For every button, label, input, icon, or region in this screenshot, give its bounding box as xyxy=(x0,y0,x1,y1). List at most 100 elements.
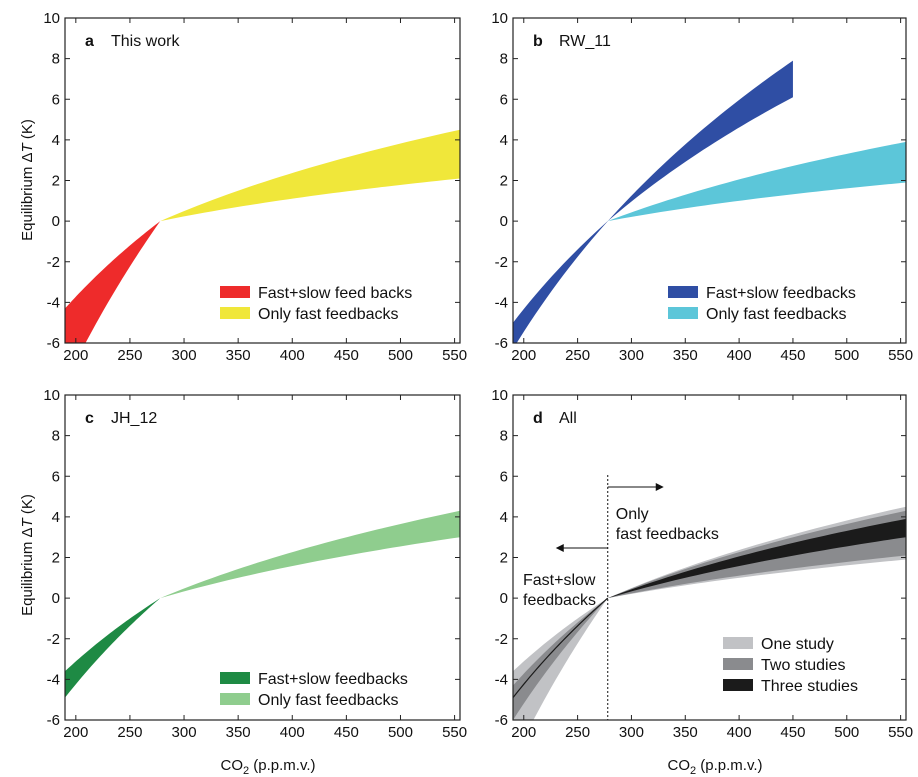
y-tick-label: 2 xyxy=(500,550,508,567)
plot-area-a xyxy=(65,129,460,343)
panel-b: 200 250 300 350 400 450 500 550 -6 -4 -2 0 2 4 6 8 10 b RW… xyxy=(491,10,913,364)
legend-swatch xyxy=(723,637,753,649)
arrow-right-head xyxy=(655,483,664,491)
arrow-left-head xyxy=(555,544,564,552)
x-tick-label: 250 xyxy=(565,347,590,364)
panel-a: 200 250 300 350 400 450 500 550 -6 -4 -2 0 2 4 6 8 10 a Th… xyxy=(43,10,467,364)
plot-area-b xyxy=(513,60,906,343)
legend-label: Three studies xyxy=(761,678,858,695)
x-tick-label: 350 xyxy=(226,724,251,741)
legend-label: Only fast feedbacks xyxy=(258,692,399,709)
x-tick-label: 550 xyxy=(442,724,467,741)
band-fast-slow xyxy=(65,598,161,698)
y-tick-label: -4 xyxy=(495,671,508,688)
x-tick-label: 450 xyxy=(334,347,359,364)
y-tick-label: 4 xyxy=(52,509,60,526)
panel-title-c: JH_12 xyxy=(111,410,157,427)
y-tick-label: -4 xyxy=(495,294,508,311)
panel-letter-b: b xyxy=(533,33,543,50)
panel-letter-d: d xyxy=(533,410,543,427)
legend-label: Fast+slow feedbacks xyxy=(258,671,408,688)
annotation-only: Only xyxy=(616,506,649,523)
x-tick-label: 250 xyxy=(565,724,590,741)
legend-label: Only fast feedbacks xyxy=(258,306,399,323)
band-only-fast xyxy=(160,129,460,222)
legend-label: Only fast feedbacks xyxy=(706,306,847,323)
y-tick-label: 8 xyxy=(52,51,60,68)
y-tick-label: -4 xyxy=(47,294,60,311)
plot-area-d xyxy=(513,506,906,720)
y-tick-label: -6 xyxy=(495,335,508,352)
y-tick-label: 8 xyxy=(500,428,508,445)
legend-swatch xyxy=(220,693,250,705)
legend-swatch xyxy=(668,307,698,319)
y-tick-label: -6 xyxy=(495,712,508,729)
y-tick-label: 6 xyxy=(52,468,60,485)
band-only-fast xyxy=(607,141,906,222)
x-tick-label: 450 xyxy=(334,724,359,741)
x-tick-label: 250 xyxy=(117,724,142,741)
x-axis-label-left: CO2 (p.p.m.v.) xyxy=(220,757,315,777)
x-tick-label: 200 xyxy=(63,724,88,741)
legend-label: Two studies xyxy=(761,657,845,674)
x-tick-label: 350 xyxy=(673,724,698,741)
legend-swatch xyxy=(220,672,250,684)
x-tick-label: 500 xyxy=(388,724,413,741)
plot-area-c xyxy=(65,510,460,698)
y-tick-label: -6 xyxy=(47,712,60,729)
x-tick-label: 200 xyxy=(63,347,88,364)
y-tick-label: 0 xyxy=(500,213,508,230)
y-axis-label-bottom: Equilibrium ΔT (K) xyxy=(19,494,36,616)
legend-swatch xyxy=(723,658,753,670)
y-tick-label: -2 xyxy=(47,631,60,648)
x-tick-label: 400 xyxy=(280,724,305,741)
x-tick-label: 450 xyxy=(780,724,805,741)
band-fast-slow xyxy=(513,60,793,343)
panel-letter-a: a xyxy=(85,33,94,50)
x-tick-label: 300 xyxy=(172,724,197,741)
legend-label: Fast+slow feed backs xyxy=(258,285,412,302)
x-tick-label: 300 xyxy=(619,347,644,364)
y-tick-label: 10 xyxy=(491,387,508,404)
panel-title-a: This work xyxy=(111,33,180,50)
y-tick-label: 10 xyxy=(491,10,508,27)
band-fast-slow xyxy=(65,221,161,343)
y-tick-label: 4 xyxy=(500,132,508,149)
legend-swatch xyxy=(668,286,698,298)
band-right-three-studies xyxy=(607,518,906,599)
x-tick-label: 400 xyxy=(280,347,305,364)
y-tick-label: 2 xyxy=(500,173,508,190)
y-tick-label: 10 xyxy=(43,387,60,404)
y-tick-label: 6 xyxy=(500,468,508,485)
panel-c: 200 250 300 350 400 450 500 550 -6 -4 -2 0 2 4 6 8 10 c JH… xyxy=(43,387,467,741)
y-tick-label: 4 xyxy=(52,132,60,149)
x-tick-label: 250 xyxy=(117,347,142,364)
y-tick-label: 10 xyxy=(43,10,60,27)
x-tick-label: 550 xyxy=(442,347,467,364)
x-tick-label: 400 xyxy=(727,724,752,741)
panel-title-d: All xyxy=(559,410,577,427)
y-tick-label: 2 xyxy=(52,173,60,190)
panel-d: Only fast feedbacks Fast+slow feedbacks 200 2… xyxy=(491,387,913,741)
y-tick-label: 8 xyxy=(500,51,508,68)
annotation-feedbacks: feedbacks xyxy=(523,592,596,609)
legend-swatch xyxy=(220,286,250,298)
y-tick-label: -4 xyxy=(47,671,60,688)
y-tick-label: 4 xyxy=(500,509,508,526)
line-left-three-studies xyxy=(513,597,609,699)
x-tick-label: 200 xyxy=(511,347,536,364)
y-tick-label: -2 xyxy=(495,254,508,271)
y-tick-label: -2 xyxy=(47,254,60,271)
x-tick-label: 500 xyxy=(388,347,413,364)
x-tick-label: 400 xyxy=(727,347,752,364)
x-tick-label: 300 xyxy=(172,347,197,364)
panel-title-b: RW_11 xyxy=(559,33,611,50)
y-tick-label: -2 xyxy=(495,631,508,648)
panel-letter-c: c xyxy=(85,410,94,427)
band-only-fast xyxy=(160,510,460,599)
band-left-one-study xyxy=(513,598,608,720)
x-tick-label: 300 xyxy=(619,724,644,741)
x-axis-label-right: CO2 (p.p.m.v.) xyxy=(667,757,762,777)
y-tick-label: 0 xyxy=(500,590,508,607)
